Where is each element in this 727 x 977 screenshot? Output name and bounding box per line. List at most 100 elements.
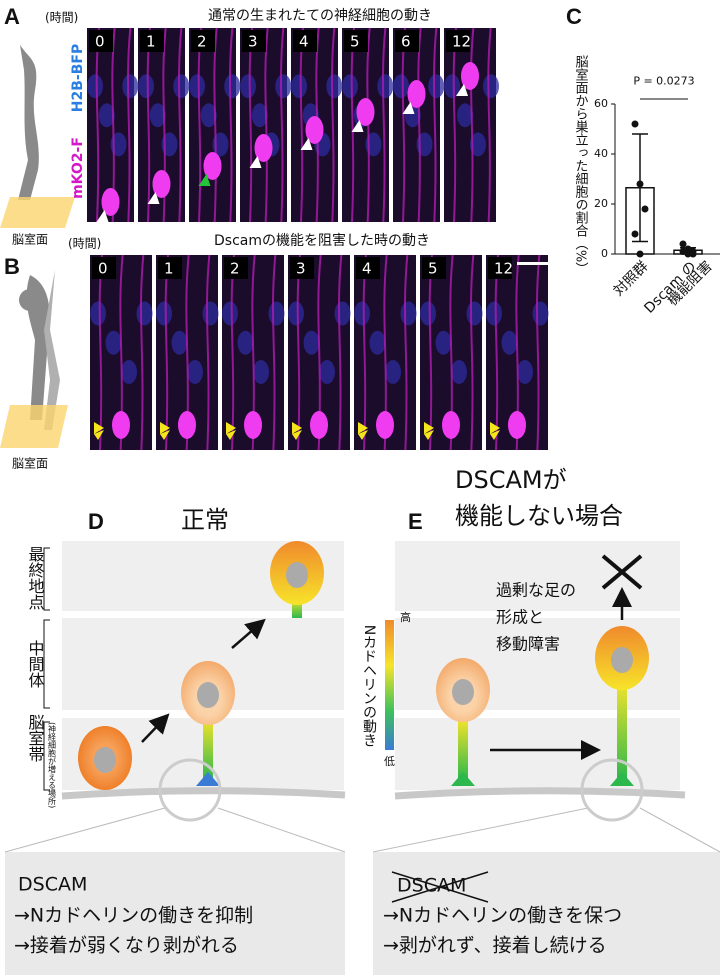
process <box>280 27 285 223</box>
cell <box>152 170 171 198</box>
data-point <box>641 205 649 213</box>
process <box>272 254 277 451</box>
arrowhead <box>402 102 415 114</box>
process <box>433 27 438 223</box>
y-tick-label: 20 <box>594 197 608 210</box>
cell <box>101 188 120 216</box>
nucleus <box>470 132 486 157</box>
nucleus <box>420 301 436 326</box>
nucleus <box>275 74 292 99</box>
panel-label: E <box>408 509 423 534</box>
process <box>382 27 387 223</box>
time-label: 2 <box>230 260 240 278</box>
nucleus <box>532 301 549 326</box>
time-label: 5 <box>428 260 438 278</box>
panel-label: D <box>88 509 104 534</box>
image-frame <box>444 28 496 222</box>
nucleus <box>222 301 238 326</box>
time-label: 6 <box>401 33 411 51</box>
time-label: 2 <box>197 33 207 51</box>
time-bg <box>488 257 512 279</box>
panel-title: 正常 <box>181 506 229 534</box>
nucleus <box>240 74 256 99</box>
p-value: P = 0.0273 <box>633 75 694 88</box>
box-text: →剥がれず、接着し続ける <box>383 935 607 957</box>
nucleus <box>200 103 217 128</box>
nucleus <box>451 360 467 384</box>
data-point <box>631 230 639 238</box>
cell <box>376 411 394 439</box>
nucleus <box>98 103 115 128</box>
process <box>487 27 492 223</box>
time-bg <box>224 257 248 279</box>
process <box>206 254 211 451</box>
process <box>470 254 475 451</box>
time-label: 3 <box>248 33 258 51</box>
cell <box>461 62 479 90</box>
data-point <box>679 240 687 248</box>
arrowhead <box>292 422 302 440</box>
nucleus <box>136 301 153 326</box>
time-label: 1 <box>146 33 156 51</box>
time-label: 4 <box>362 260 372 278</box>
layer-label: 中間体 <box>26 640 45 688</box>
channel-label: H2B-BFP <box>70 44 86 112</box>
note: 移動障害 <box>496 635 560 654</box>
nucleus <box>354 301 370 326</box>
process <box>127 27 132 223</box>
data-point <box>684 250 692 258</box>
nucleus <box>187 360 203 384</box>
nucleus <box>369 330 386 355</box>
time-label: 4 <box>299 33 309 51</box>
y-tick-label: 40 <box>594 147 608 160</box>
panel-title: 機能しない場合 <box>455 502 623 530</box>
time-unit: (時間) <box>68 237 101 251</box>
nucleus <box>517 360 533 384</box>
process <box>178 27 183 223</box>
legend-high: 高 <box>400 610 411 624</box>
layer-label: 脳室帯 <box>26 714 45 762</box>
process <box>331 27 336 223</box>
nucleus <box>156 301 172 326</box>
cell <box>310 411 328 439</box>
nucleus <box>385 360 401 384</box>
process <box>338 254 343 451</box>
process <box>140 254 145 451</box>
process <box>417 27 422 223</box>
nucleus <box>268 301 285 326</box>
arrowhead <box>249 156 262 168</box>
box-text: →Nカドヘリンの働きを保つ <box>383 905 622 927</box>
panel-title: Dscamの機能を阻害した時の動き <box>214 233 430 249</box>
cell <box>254 134 273 162</box>
layer-label: 最終地点 <box>26 546 45 610</box>
cell <box>508 411 526 439</box>
nucleus <box>105 330 122 355</box>
nucleus <box>149 103 166 128</box>
arrowhead <box>424 422 434 440</box>
nucleus <box>342 74 358 99</box>
time-label: 12 <box>494 260 513 278</box>
cell <box>244 411 262 439</box>
nucleus <box>466 301 483 326</box>
time-label: 12 <box>452 33 471 51</box>
time-bg <box>446 30 470 52</box>
arrowhead <box>198 174 211 186</box>
process <box>404 254 409 451</box>
arrowhead <box>358 422 368 440</box>
panel-label: A <box>4 4 20 29</box>
x-tick-label: 対照群 <box>611 258 652 299</box>
layer-note: (神経細胞が増える場所) <box>48 722 57 808</box>
panel-label: C <box>566 4 582 29</box>
y-tick-label: 0 <box>601 247 608 260</box>
nucleus <box>90 301 106 326</box>
scale-bar <box>517 262 549 265</box>
box-text: DSCAM <box>397 875 466 897</box>
data-point <box>636 180 644 188</box>
arrowhead <box>456 84 468 96</box>
channel-label: mKO2-F <box>70 137 86 199</box>
legend-low: 低 <box>384 755 395 768</box>
arrowhead <box>351 120 364 132</box>
nucleus <box>237 330 254 355</box>
nucleus <box>457 103 473 128</box>
surface-label: 脳室面 <box>12 232 48 247</box>
